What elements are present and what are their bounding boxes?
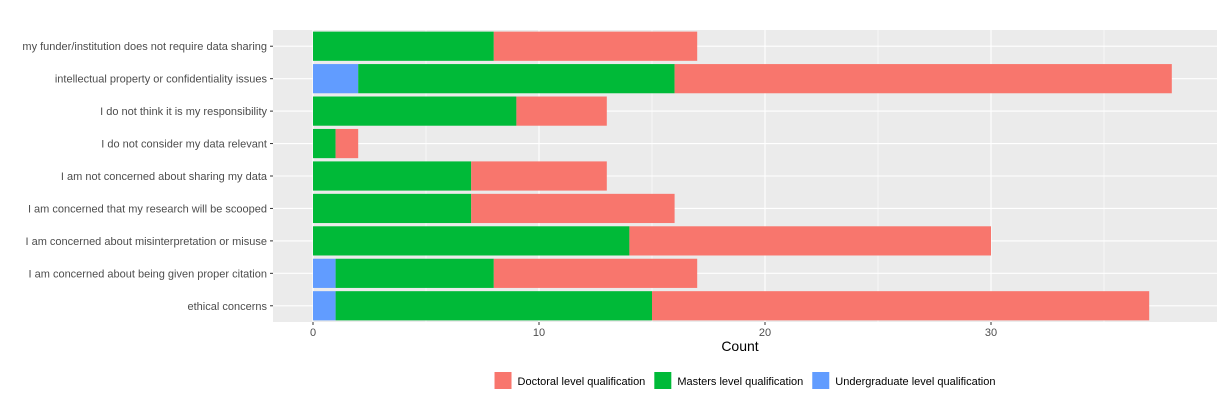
y-tick-label: my funder/institution does not require d…	[22, 41, 267, 53]
bar-segment	[313, 31, 494, 61]
y-tick-label: I am concerned that my research will be …	[28, 203, 267, 215]
y-tick-label: I do not think it is my responsibility	[100, 106, 267, 118]
bar-segment	[335, 291, 652, 321]
bar-segment	[313, 96, 517, 126]
legend-key	[494, 372, 512, 389]
bar-segment	[335, 128, 359, 159]
bar-segment	[493, 31, 698, 61]
bar-segment	[335, 258, 494, 288]
bar-segment	[313, 128, 336, 159]
y-tick-label: intellectual property or confidentiality…	[55, 74, 268, 86]
y-tick-label: I am not concerned about sharing my data	[61, 171, 268, 183]
bar-segment	[471, 193, 675, 224]
bar-segment	[471, 161, 607, 191]
legend-item: Undergraduate level qualification	[812, 372, 995, 389]
x-tick-label: 0	[310, 327, 316, 339]
legend-label: Doctoral level qualification	[518, 376, 646, 388]
bar-segment	[358, 64, 675, 94]
bar-segment	[313, 258, 336, 288]
x-axis: 0 10 20 30	[310, 322, 997, 339]
x-tick-label: 20	[759, 327, 771, 339]
y-axis: my funder/institution does not require d…	[22, 41, 273, 313]
bar-segment	[652, 291, 1150, 321]
bar-segment	[493, 258, 698, 288]
x-tick-label: 30	[985, 327, 997, 339]
y-tick-label: ethical concerns	[188, 301, 268, 313]
bar-segment	[313, 64, 359, 94]
bar-segment	[313, 161, 472, 191]
legend-label: Undergraduate level qualification	[835, 376, 995, 388]
legend-key	[812, 372, 830, 389]
legend-item: Doctoral level qualification	[494, 372, 646, 389]
bar-segment	[313, 193, 472, 224]
x-axis-title: Count	[721, 338, 758, 354]
bar-segment	[674, 64, 1172, 94]
legend-key	[654, 372, 672, 389]
y-tick-label: I am concerned about misinterpretation o…	[25, 236, 267, 248]
y-tick-label: I am concerned about being given proper …	[29, 268, 268, 280]
bar-segment	[313, 291, 336, 321]
bars	[313, 31, 1172, 321]
bar-segment	[629, 226, 991, 256]
legend: Doctoral level qualification Masters leve…	[494, 372, 995, 389]
x-tick-label: 10	[533, 327, 545, 339]
bar-segment	[313, 226, 630, 256]
legend-item: Masters level qualification	[654, 372, 803, 389]
bar-segment	[516, 96, 607, 126]
y-tick-label: I do not consider my data relevant	[101, 139, 267, 151]
legend-label: Masters level qualification	[677, 376, 803, 388]
